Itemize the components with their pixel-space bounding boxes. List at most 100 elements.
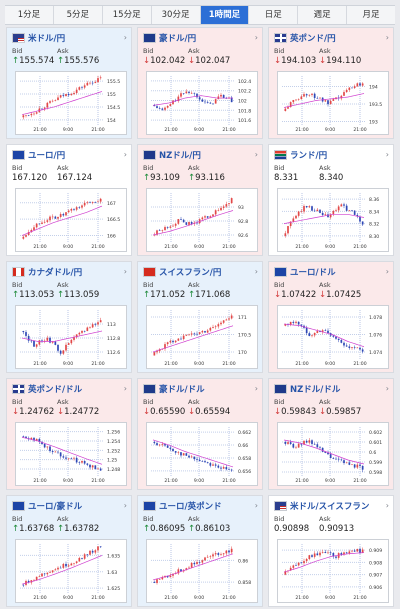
candle-body bbox=[185, 91, 188, 94]
tab-timeframe[interactable]: 日足 bbox=[248, 6, 297, 24]
ask-label: Ask bbox=[188, 47, 200, 55]
candle-body bbox=[201, 331, 204, 333]
x-tick-label: 9:00 bbox=[194, 127, 204, 133]
tab-timeframe[interactable]: 月足 bbox=[346, 6, 395, 24]
card-title[interactable]: 米ドル/スイスフラン bbox=[274, 500, 389, 512]
chevron-right-icon[interactable]: › bbox=[254, 384, 258, 393]
card-title[interactable]: ユーロ/英ポンド bbox=[143, 500, 258, 512]
card-title[interactable]: 英ポンド/ドル bbox=[12, 383, 127, 395]
chevron-right-icon[interactable]: › bbox=[254, 501, 258, 510]
chevron-right-icon[interactable]: › bbox=[254, 267, 258, 276]
rate-card[interactable]: 米ドル/スイスフラン › Bid Ask 0.90898 0.90913 0.909 0.90… bbox=[268, 495, 394, 607]
rate-card[interactable]: ユーロ/円 › Bid Ask 167.120 167.124 167 166.5 166 21:… bbox=[6, 144, 132, 256]
ask-value: ↓102.047 bbox=[188, 56, 231, 66]
candle-body bbox=[33, 340, 35, 347]
candle-body bbox=[193, 562, 196, 565]
chevron-right-icon[interactable]: › bbox=[385, 150, 389, 159]
price-chart: 102.4 102.2 102 101.8 101.6 21:00 9:00 21:00 bbox=[146, 71, 258, 135]
tab-timeframe[interactable]: 週足 bbox=[297, 6, 346, 24]
ask-value: ↑93.116 bbox=[188, 173, 225, 183]
chevron-right-icon[interactable]: › bbox=[254, 33, 258, 42]
rate-card[interactable]: 豪ドル/ドル › Bid Ask ↓0.65590 ↓0.65594 0.662 0.66 0.… bbox=[137, 378, 263, 490]
pair-name: 豪ドル/円 bbox=[159, 34, 197, 44]
chevron-right-icon[interactable]: › bbox=[385, 501, 389, 510]
flag-icon bbox=[274, 501, 287, 511]
rate-card[interactable]: 英ポンド/円 › Bid Ask ↓194.103 ↓194.110 194 193.5 193… bbox=[268, 27, 394, 139]
chevron-right-icon[interactable]: › bbox=[254, 150, 258, 159]
candle-body bbox=[335, 458, 337, 460]
candle-body bbox=[316, 209, 319, 212]
card-title[interactable]: 英ポンド/円 bbox=[274, 32, 389, 44]
moving-average-line bbox=[21, 555, 103, 585]
candle-body bbox=[359, 83, 361, 86]
candle-body bbox=[35, 438, 38, 441]
tab-timeframe[interactable]: 1分足 bbox=[17, 10, 41, 20]
rate-card[interactable]: ユーロ/豪ドル › Bid Ask ↑1.63768 ↑1.63782 1.635 1.63 1… bbox=[6, 495, 132, 607]
card-title[interactable]: ユーロ/豪ドル bbox=[12, 500, 127, 512]
card-title[interactable]: 米ドル/円 bbox=[12, 32, 127, 44]
candle-body bbox=[166, 575, 169, 578]
candle-body bbox=[345, 89, 348, 93]
candle-body bbox=[359, 464, 361, 466]
chevron-right-icon[interactable]: › bbox=[123, 501, 127, 510]
candle-body bbox=[73, 562, 75, 564]
bid-label: Bid bbox=[143, 281, 154, 289]
candle-body bbox=[81, 87, 83, 88]
tab-timeframe[interactable]: 15分足 bbox=[101, 6, 151, 24]
ask-label: Ask bbox=[57, 47, 69, 55]
candle-body bbox=[353, 210, 356, 215]
candle-body bbox=[49, 572, 51, 573]
card-title[interactable]: ユーロ/ドル bbox=[274, 266, 389, 278]
chevron-right-icon[interactable]: › bbox=[385, 384, 389, 393]
card-title[interactable]: ランド/円 bbox=[274, 149, 389, 161]
chevron-right-icon[interactable]: › bbox=[123, 267, 127, 276]
y-tick-label: 1.078 bbox=[369, 315, 382, 321]
card-title[interactable]: NZドル/ドル bbox=[274, 383, 389, 395]
chevron-right-icon[interactable]: › bbox=[123, 150, 127, 159]
chevron-right-icon[interactable]: › bbox=[123, 384, 127, 393]
card-title[interactable]: 豪ドル/ドル bbox=[143, 383, 258, 395]
candle-body bbox=[99, 320, 102, 323]
rate-card[interactable]: NZドル/ドル › Bid Ask ↓0.59843 ↓0.59857 0.602 0.601… bbox=[268, 378, 394, 490]
flag-icon bbox=[12, 150, 25, 160]
card-title[interactable]: スイスフラン/円 bbox=[143, 266, 258, 278]
tab-timeframe[interactable]: 30分足 bbox=[150, 6, 200, 24]
bid-ask-values: ↓1.24762 ↓1.24772 bbox=[12, 407, 102, 417]
candle-body bbox=[305, 559, 308, 562]
tab-timeframe[interactable]: 5分足 bbox=[52, 6, 102, 24]
rate-card[interactable]: 豪ドル/円 › Bid Ask ↓102.042 ↓102.047 102.4 102.2 10… bbox=[137, 27, 263, 139]
card-title[interactable]: NZドル/円 bbox=[143, 149, 258, 161]
rate-card[interactable]: 米ドル/円 › Bid Ask ↑155.574 ↑155.576 155.5 155 154.… bbox=[6, 27, 132, 139]
rate-card[interactable]: ランド/円 › Bid Ask 8.331 8.340 8.36 8.34 8.32 8.30 21… bbox=[268, 144, 394, 256]
y-tick-label: 155.5 bbox=[107, 79, 120, 85]
candle-body bbox=[156, 230, 158, 235]
candle-body bbox=[313, 93, 316, 98]
rate-card[interactable]: 英ポンド/ドル › Bid Ask ↓1.24762 ↓1.24772 1.256 1.254… bbox=[6, 378, 132, 490]
rate-card[interactable]: ユーロ/英ポンド › Bid Ask ↑0.86095 ↑0.86103 0.86 0.858… bbox=[137, 495, 263, 607]
ask-label: Ask bbox=[57, 281, 69, 289]
tab-timeframe[interactable]: 1時間足 bbox=[199, 6, 249, 24]
bid-value: ↓1.24762 bbox=[12, 407, 55, 417]
card-title[interactable]: 豪ドル/円 bbox=[143, 32, 258, 44]
rate-card[interactable]: スイスフラン/円 › Bid Ask ↑171.052 ↑171.068 171 170.5 1… bbox=[137, 261, 263, 373]
candle-body bbox=[35, 576, 38, 581]
candle-body bbox=[46, 572, 49, 575]
bid-value: 167.120 bbox=[12, 173, 48, 183]
card-title[interactable]: ユーロ/円 bbox=[12, 149, 127, 161]
rate-card[interactable]: カナダドル/円 › Bid Ask ↑113.053 ↑113.059 113 112.8 11… bbox=[6, 261, 132, 373]
chevron-right-icon[interactable]: › bbox=[385, 267, 389, 276]
candle-body bbox=[161, 577, 164, 580]
chevron-right-icon[interactable]: › bbox=[385, 33, 389, 42]
rate-card[interactable]: NZドル/円 › Bid Ask ↑93.109 ↑93.116 93 92.8 92.6 21:… bbox=[137, 144, 263, 256]
candle-body bbox=[43, 340, 46, 342]
rate-card[interactable]: ユーロ/ドル › Bid Ask ↓1.07422 ↓1.07425 1.078 1.076 1… bbox=[268, 261, 394, 373]
y-tick-label: 8.30 bbox=[369, 234, 379, 240]
card-title[interactable]: カナダドル/円 bbox=[12, 266, 127, 278]
x-tick-label: 21:00 bbox=[33, 595, 46, 601]
candle-body bbox=[182, 335, 185, 340]
candle-body bbox=[206, 556, 209, 558]
candle-body bbox=[324, 330, 327, 331]
chevron-right-icon[interactable]: › bbox=[123, 33, 127, 42]
candle-body bbox=[41, 340, 43, 342]
